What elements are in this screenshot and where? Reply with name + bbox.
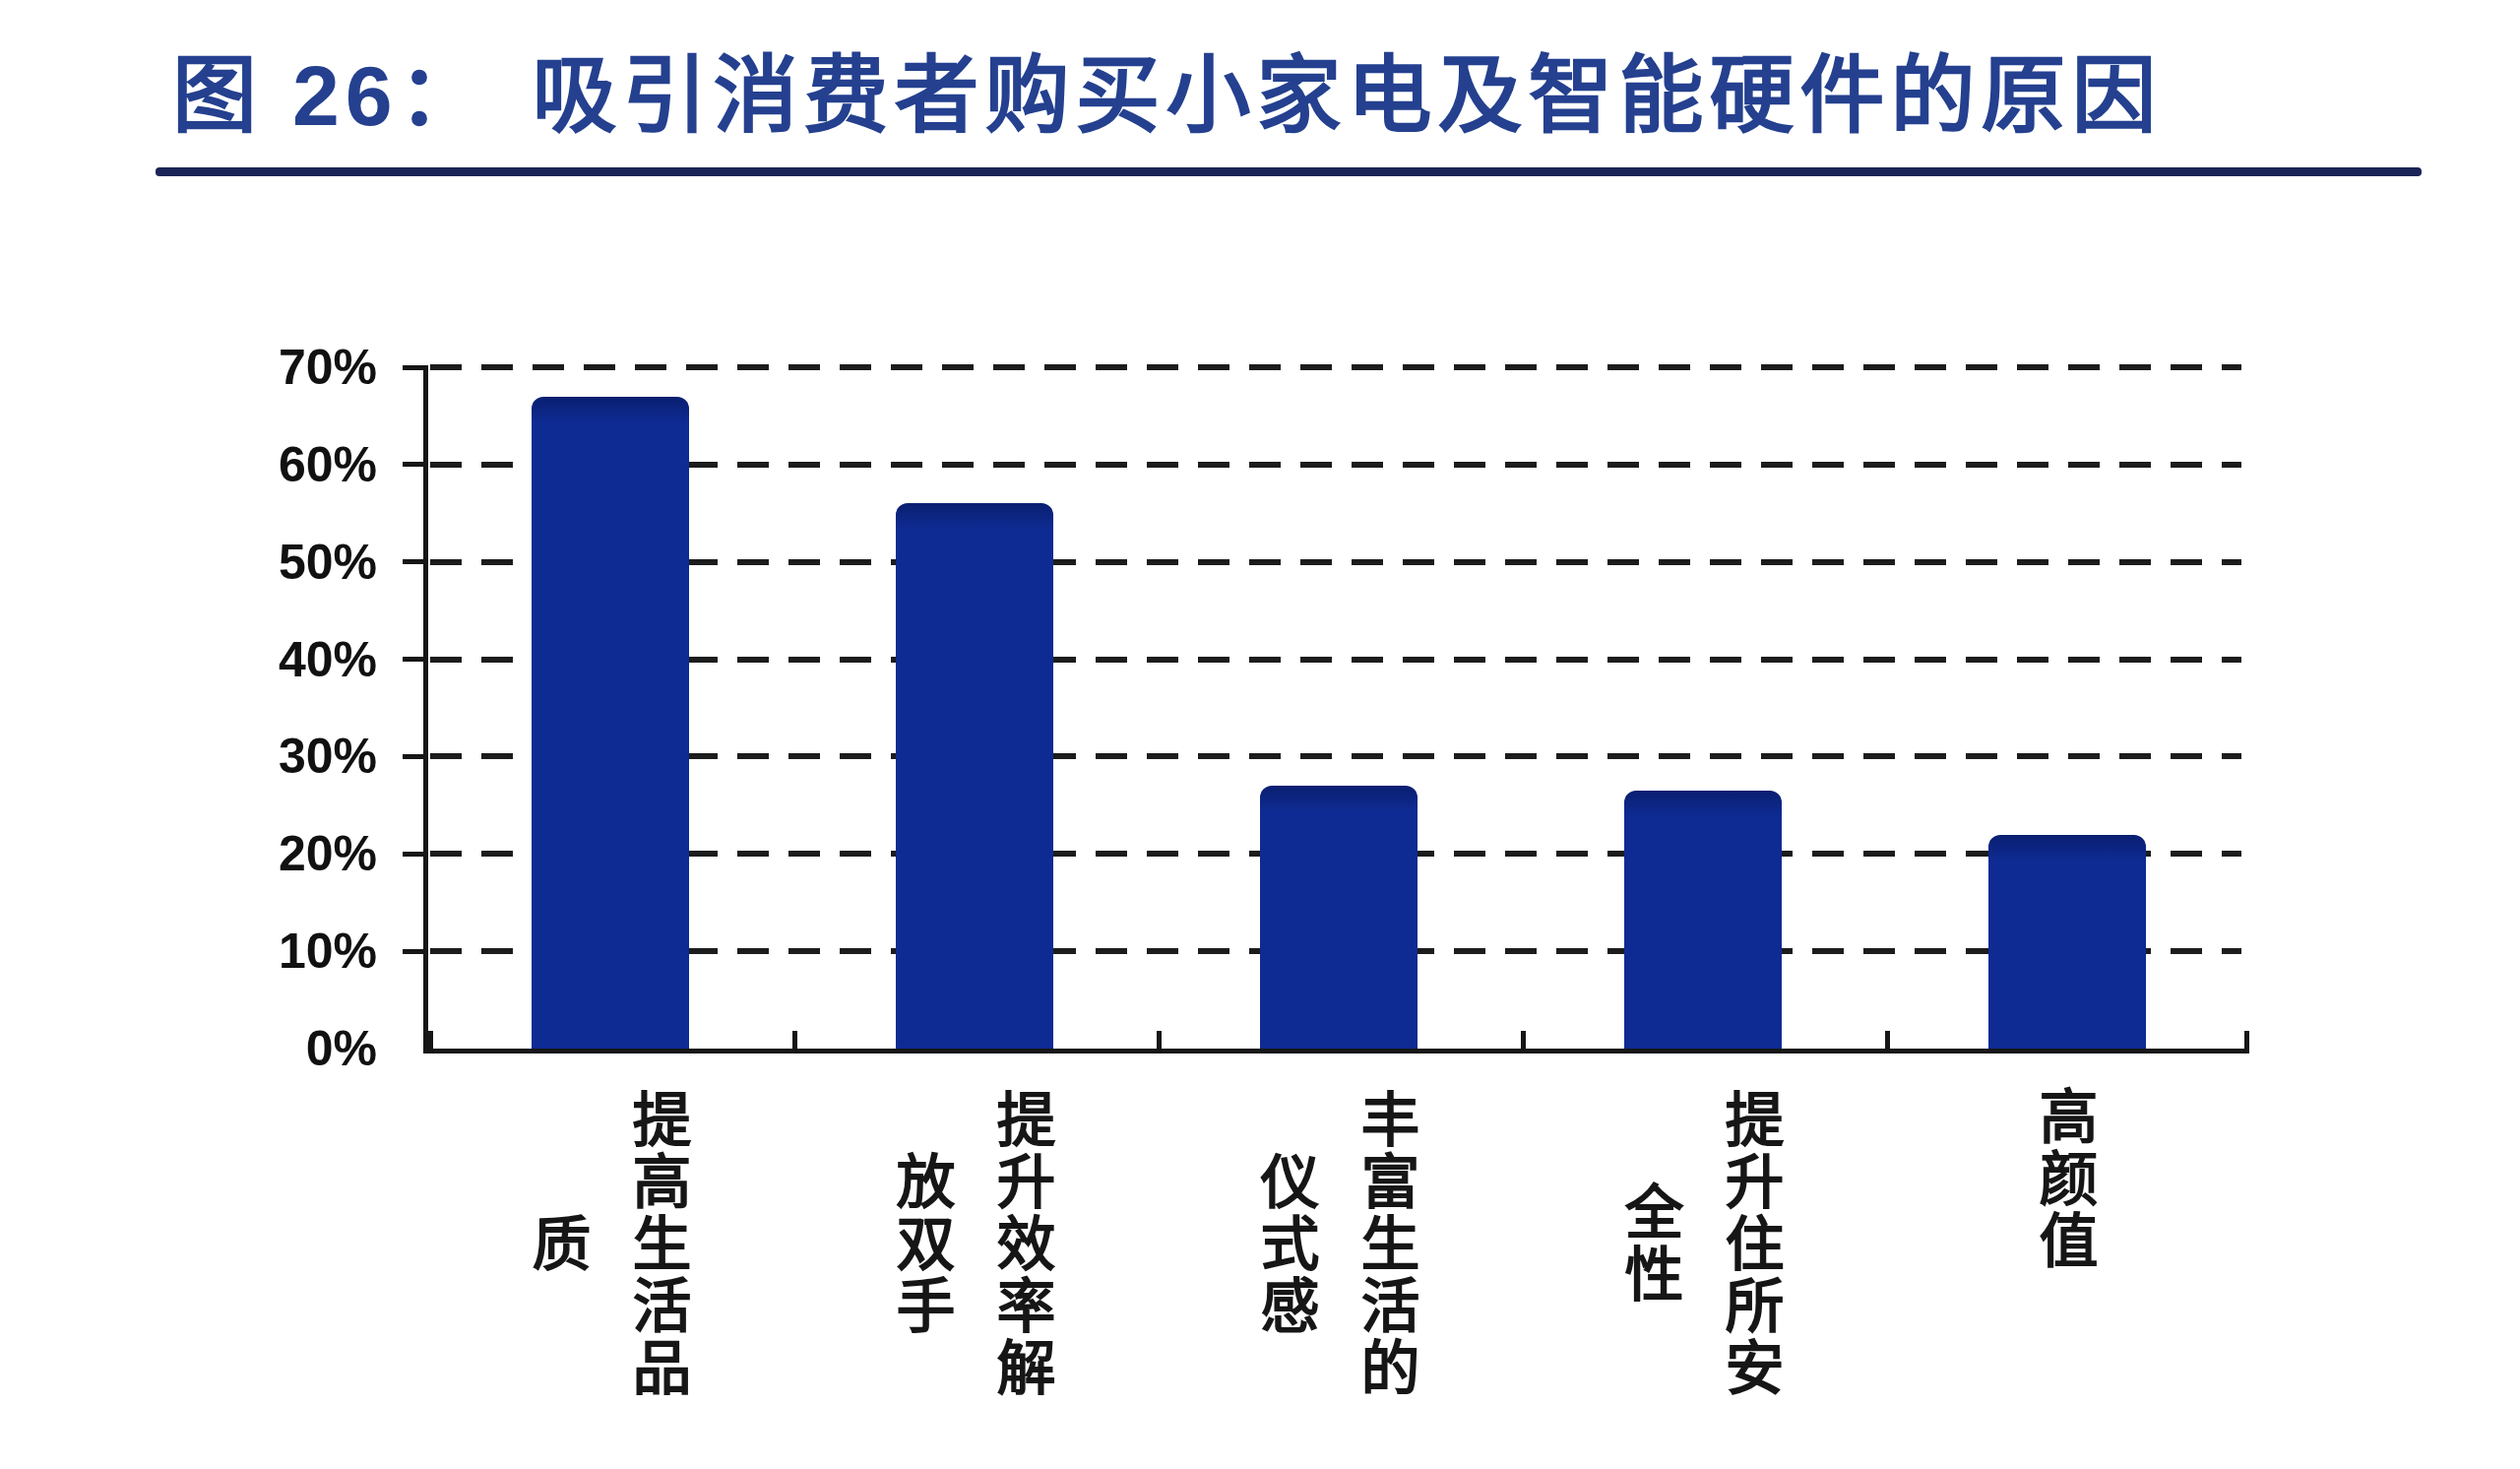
y-axis-label: 60% [148,434,377,495]
figure-page: 图 26： 吸引消费者购买小家电及智能硬件的原因 70% 60% 50% 40% 30% 2… [0,0,2520,1469]
x-axis-label: 提升效率解放双手 [869,1086,1070,1401]
chart-title-number: 图 26： [172,48,489,143]
x-axis-category: 高颜值 [1880,1086,2244,1401]
x-axis-labels: 提高生活品质提升效率解放双手丰富生活的仪式感提升住所安全性 高颜值 [423,1086,2244,1411]
plot-area [423,367,2249,1054]
x-axis-tick [1885,1031,1890,1049]
y-axis-label: 50% [148,532,377,593]
y-axis-label: 40% [148,629,377,690]
chart-title-text: 吸引消费者购买小家电及智能硬件的原因 [533,48,2163,143]
y-axis-tick [403,462,428,467]
gridline [430,462,2241,468]
y-axis-tick [403,657,428,662]
x-axis-label: 丰富生活的仪式感 [1233,1086,1434,1401]
y-axis-tick [403,365,428,370]
gridline [430,364,2241,370]
x-axis-label: 高颜值 [2012,1086,2112,1401]
y-axis-tick [403,949,428,954]
chart-title: 图 26： 吸引消费者购买小家电及智能硬件的原因 [172,47,2163,145]
x-axis-label: 提升住所安全性 [1598,1086,1798,1401]
x-axis-category: 提高生活品质 [423,1086,788,1401]
x-axis-tick [428,1031,433,1049]
x-axis-category: 提升住所安全性 [1516,1086,1880,1401]
y-axis-label: 70% [148,337,377,398]
bar [1988,835,2146,1049]
x-axis-tick [792,1031,797,1049]
y-axis-tick [403,559,428,564]
gridline [430,753,2241,759]
x-axis-category: 提升效率解放双手 [788,1086,1152,1401]
bar [896,503,1053,1049]
gridline [430,657,2241,663]
x-axis-tick [1157,1031,1162,1049]
y-axis-label: 20% [148,823,377,884]
y-axis-tick [403,754,428,759]
bar [1260,786,1418,1049]
y-axis-label: 0% [148,1018,377,1079]
y-axis-tick [403,852,428,857]
y-axis-label: 10% [148,921,377,982]
gridline [430,559,2241,565]
x-axis-category: 丰富生活的仪式感 [1152,1086,1516,1401]
title-underline [156,167,2422,176]
x-axis-label: 提高生活品质 [505,1086,706,1401]
x-axis-tick [2244,1031,2249,1049]
bar [532,397,689,1049]
y-axis-label: 30% [148,726,377,787]
y-axis-labels: 70%60%50%40%30%20%10%0% [148,367,377,1049]
x-axis-tick [1521,1031,1526,1049]
bar [1624,791,1782,1049]
